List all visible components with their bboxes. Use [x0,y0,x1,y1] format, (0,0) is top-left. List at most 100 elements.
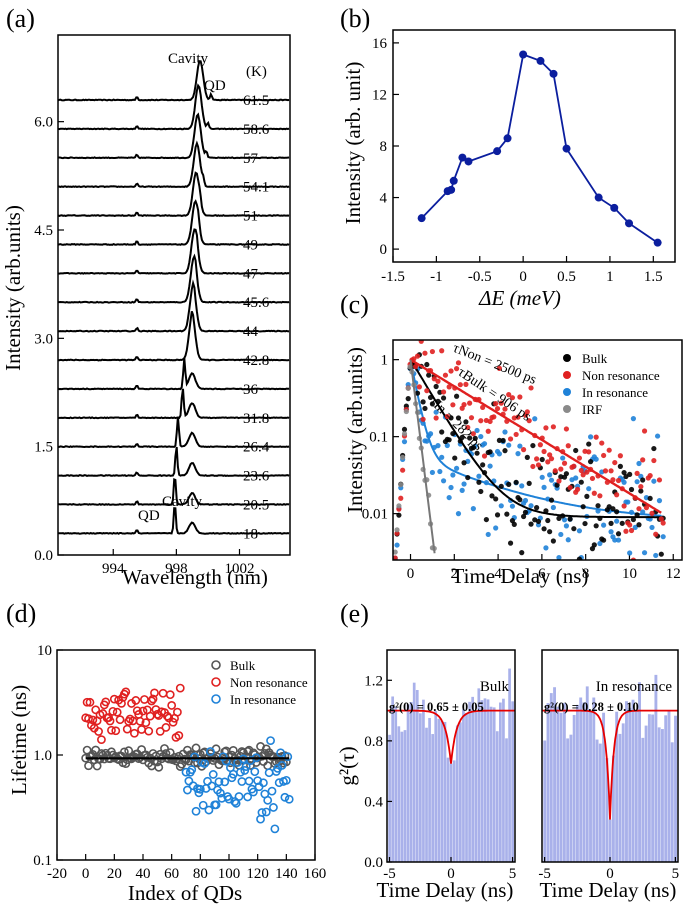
decay-point [554,482,560,488]
x-tick-label-e: 0 [447,866,455,882]
decay-point [627,550,633,556]
panel-label-d: (d) [6,599,36,628]
decay-point [476,479,482,485]
x-tick-label-b: 0.5 [557,269,576,285]
decay-point [528,503,534,509]
decay-point [493,496,499,502]
decay-point [442,372,449,378]
x-tick-label-e: 0 [606,866,614,882]
decay-point [571,526,577,532]
spectrum-line [57,388,290,420]
decay-point [567,485,573,491]
decay-point [467,435,473,441]
legend-label-d: Bulk [230,658,256,673]
histogram-bar [641,737,645,862]
histogram-bar [406,704,410,862]
decay-point [610,477,616,483]
lifetime-point [261,807,271,817]
histogram-bar [572,714,576,862]
decay-point [548,456,555,462]
decay-fit-line [409,359,662,517]
lifetime-point [155,726,165,736]
lifetime-point [237,777,247,786]
decay-point [655,575,660,580]
axes-frame-e [541,649,679,863]
lifetime-point [148,694,158,704]
lifetime-point [244,776,254,786]
decay-point [541,484,547,490]
decay-point [478,488,484,495]
lifetime-point [131,696,141,705]
decay-point [576,528,583,534]
decay-point [509,395,516,401]
lifetime-point [208,770,218,779]
decay-point [455,511,462,517]
decay-point [496,365,503,371]
histogram-bar [425,727,428,862]
lifetime-point [165,690,175,700]
decay-point [530,442,536,449]
decay-point [493,401,499,407]
decay-point [644,584,649,589]
histogram-bar [654,674,658,862]
decay-point [548,497,555,503]
decay-point [422,350,428,356]
decay-point [418,340,424,344]
temperature-label: 26.4 [243,440,270,456]
histogram-bar [618,733,622,862]
lifetime-point [138,706,148,716]
histogram-bar [459,722,462,862]
decay-point [658,516,664,522]
spectrum-line [57,228,290,275]
x-tick-label-e: -5 [538,866,551,882]
histogram-bar [647,714,651,862]
y-tick-label-b: 16 [372,36,388,52]
legend-marker-d [211,660,221,670]
x-tick-label-d: 0 [82,866,90,882]
histogram-bar [495,731,499,862]
decay-point [401,426,408,433]
decay-point [455,415,462,421]
histogram-bar [608,819,612,862]
decay-point [656,498,663,504]
decay-point [593,456,599,462]
legend-label-c: Non resonance [582,368,660,383]
intensity-point [594,193,603,202]
histogram-bar [437,718,441,862]
decay-point [535,518,542,525]
decay-point [422,405,428,412]
histogram-bar [409,701,413,862]
lifetime-point [243,747,253,756]
legend-label-c: In resonance [582,385,648,400]
qd-label-bottom: QD [138,508,160,524]
histogram-bar [579,697,583,862]
decay-fit-line [409,358,662,519]
decay-point [563,426,570,432]
temperature-label: 23.6 [243,469,270,485]
x-tick-label-c: 4 [494,566,502,582]
decay-point [461,402,467,408]
lifetime-point [258,778,268,788]
decay-point [461,481,467,487]
decay-point [459,487,465,493]
decay-point [522,497,529,504]
x-tick-label-e: -5 [383,866,396,882]
lifetime-point [97,735,106,745]
decay-point [627,471,633,477]
decay-point [480,462,486,468]
decay-point [493,525,499,531]
histogram-bar [628,707,632,862]
decay-point [454,366,460,372]
decay-point [656,477,663,483]
panel-label-b: (b) [340,4,370,33]
decay-point [481,453,488,459]
decay-point [526,480,532,486]
decay-point [534,456,540,462]
legend-label-d: Non resonance [230,675,308,690]
y-tick-label-b: 4 [380,191,388,207]
spectrum-line [57,199,290,246]
decay-point [433,415,439,421]
decay-point [614,518,620,524]
histogram-bar [631,699,635,862]
histogram-bar [634,711,638,862]
